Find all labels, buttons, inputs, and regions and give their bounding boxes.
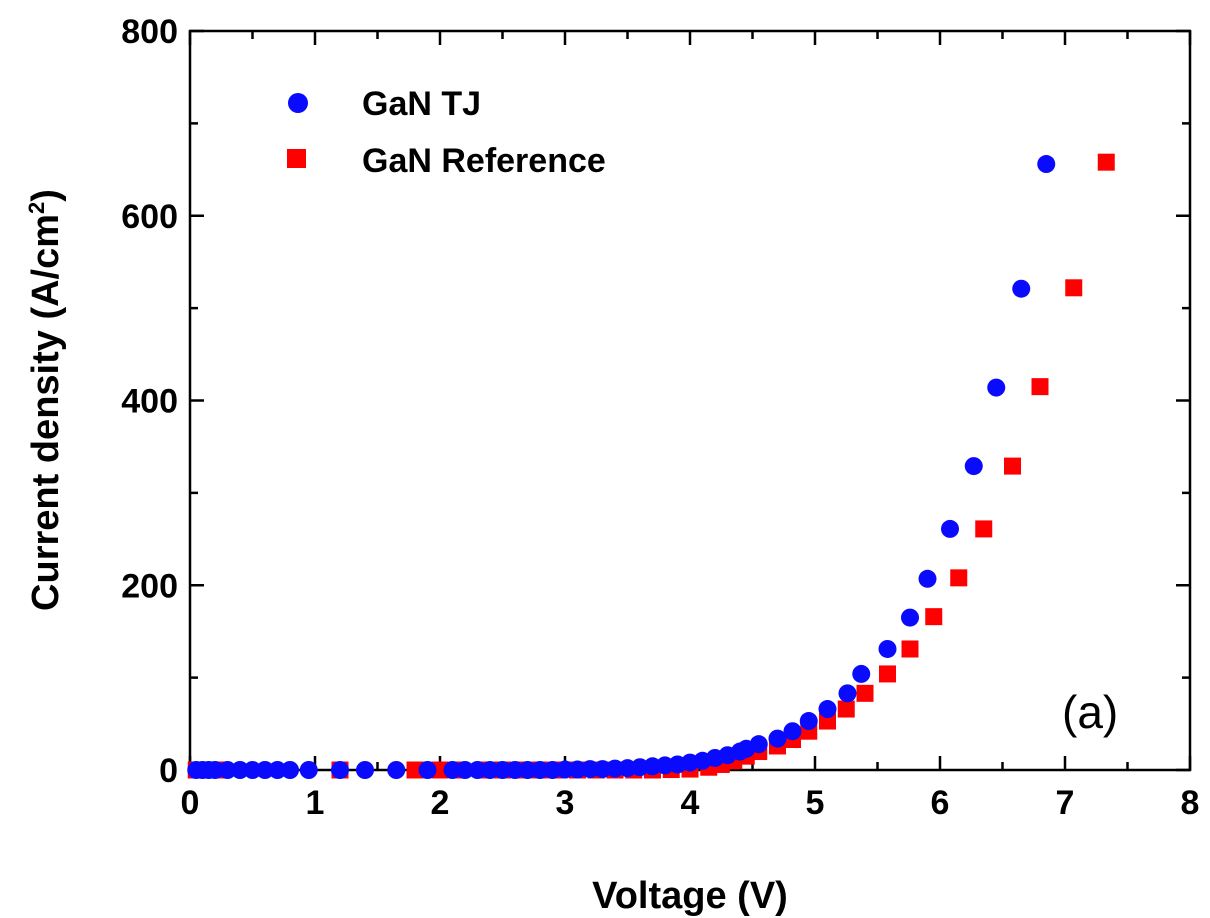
data-point	[356, 761, 374, 779]
data-point	[206, 761, 224, 779]
y-axis-title-superscript: 2	[24, 202, 49, 214]
x-tick-label: 3	[556, 784, 575, 822]
data-point	[768, 729, 787, 748]
data-point	[468, 761, 487, 779]
y-tick-label: 400	[121, 383, 178, 421]
data-point	[556, 760, 574, 779]
data-point	[918, 569, 937, 588]
y-axis-title-close: )	[25, 189, 67, 202]
data-point	[975, 520, 993, 538]
data-point	[878, 639, 897, 658]
data-point	[879, 665, 896, 683]
data-point	[481, 761, 499, 779]
x-tick-label: 5	[806, 784, 825, 822]
data-point	[856, 684, 874, 702]
x-tick-label: 0	[181, 784, 200, 822]
data-point	[837, 700, 855, 718]
data-point	[418, 761, 437, 779]
data-point	[749, 735, 768, 754]
data-point	[268, 761, 287, 779]
data-point	[281, 761, 299, 779]
data-point	[818, 700, 837, 719]
data-point	[531, 761, 549, 779]
panel-label: (a)	[1062, 686, 1118, 738]
plot-frame	[188, 29, 1192, 772]
data-point	[799, 712, 818, 731]
data-point	[1031, 378, 1049, 396]
data-point	[431, 761, 449, 779]
x-tick-label: 4	[681, 784, 700, 822]
data-point	[493, 761, 512, 779]
y-axis-title: Current density (A/cm2)	[24, 189, 67, 611]
legend-label-gan-tj: GaN TJ	[362, 85, 481, 123]
axis-tick-labels: 0 1 2 3 4 5 6 7 8 0 200 400 600 800	[121, 13, 1199, 822]
y-axis-title-main: Current density (A/cm	[25, 214, 67, 611]
data-point	[256, 761, 274, 779]
data-point	[941, 519, 959, 538]
data-point	[406, 761, 424, 779]
data-point	[964, 457, 983, 476]
data-point	[387, 761, 406, 779]
data-point	[1097, 153, 1115, 171]
data-point	[443, 761, 462, 779]
data-point	[518, 761, 537, 779]
y-tick-label: 200	[121, 567, 178, 605]
x-tick-label: 2	[431, 784, 450, 822]
data-point	[1037, 155, 1056, 174]
data-point	[331, 761, 349, 779]
data-point	[1012, 279, 1031, 298]
data-series	[187, 153, 1115, 779]
axis-ticks	[188, 29, 1192, 772]
data-point	[1004, 457, 1021, 475]
x-tick-label: 1	[306, 784, 325, 822]
y-tick-label: 800	[121, 13, 178, 51]
data-point	[950, 569, 968, 587]
y-tick-label: 0	[159, 752, 178, 790]
series-gan-tj	[187, 155, 1056, 779]
x-tick-label: 7	[1056, 784, 1075, 822]
data-point	[231, 761, 249, 779]
data-point	[901, 640, 919, 658]
x-axis-title: Voltage (V)	[592, 875, 788, 917]
y-tick-label: 600	[121, 198, 178, 236]
data-point	[1065, 279, 1083, 297]
x-tick-label: 6	[931, 784, 950, 822]
data-point	[901, 608, 919, 627]
data-point	[506, 761, 524, 779]
data-point	[243, 761, 262, 779]
data-point	[838, 684, 857, 703]
legend-label-gan-reference: GaN Reference	[362, 142, 606, 180]
data-point	[783, 722, 802, 741]
x-tick-label: 8	[1181, 784, 1200, 822]
data-point	[925, 608, 943, 626]
data-point	[456, 761, 474, 779]
legend: GaN TJ GaN Reference	[287, 85, 606, 180]
data-point	[581, 760, 599, 779]
data-point	[852, 664, 871, 683]
data-point	[987, 378, 1006, 397]
legend-marker-gan-tj	[288, 93, 308, 113]
data-point	[299, 761, 318, 779]
data-point	[218, 761, 237, 779]
legend-marker-gan-reference	[287, 149, 306, 168]
